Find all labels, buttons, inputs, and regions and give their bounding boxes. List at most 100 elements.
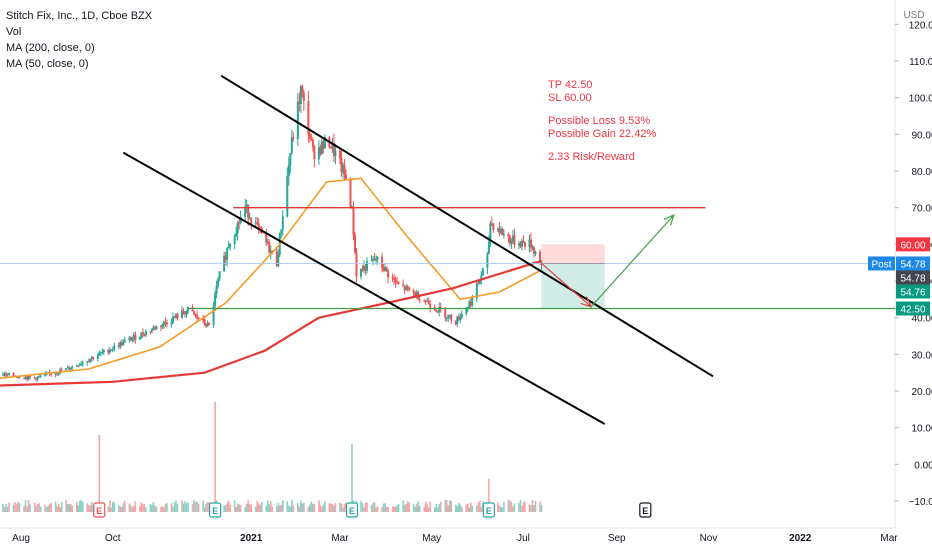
gain-text: Possible Gain 22.42% xyxy=(548,128,657,140)
candle-body xyxy=(275,251,278,267)
post-label: Post xyxy=(871,259,891,270)
volume-bar xyxy=(142,504,144,512)
volume-bar xyxy=(397,503,400,512)
volume-bar xyxy=(145,507,147,512)
candle-body xyxy=(522,240,525,243)
y-tick-label: 120.00 xyxy=(909,20,932,31)
volume-bar xyxy=(351,444,353,512)
legend-title[interactable]: Stitch Fix, Inc., 1D, Cboe BZX xyxy=(6,10,153,22)
volume-bar xyxy=(17,502,19,512)
volume-bar xyxy=(152,501,155,512)
volume-bar xyxy=(497,502,499,512)
volume-bar xyxy=(307,506,310,512)
volume-bar xyxy=(435,504,438,512)
candle-body xyxy=(349,178,352,209)
volume-bar xyxy=(278,505,281,512)
volume-bar xyxy=(530,505,532,512)
price-badge[interactable]: 54.78 xyxy=(896,270,930,285)
volume-bar xyxy=(197,503,200,512)
price-badge[interactable]: 60.00 xyxy=(896,237,930,252)
volume-bar xyxy=(415,504,418,512)
volume-bar xyxy=(23,506,25,512)
volume-bar xyxy=(396,505,398,512)
volume-bar xyxy=(459,504,462,512)
candle-body xyxy=(164,321,167,323)
price-badge[interactable]: 54.76 xyxy=(896,284,930,299)
price-badge-bg xyxy=(896,270,930,285)
volume-bar xyxy=(364,502,367,512)
candle-body xyxy=(480,275,483,280)
volume-bar xyxy=(176,503,179,512)
candle-body xyxy=(529,239,532,248)
volume-bar xyxy=(134,501,137,512)
volume-bar xyxy=(265,505,268,512)
trade-plan-note[interactable]: TP 42.50 SL 60.00 Possible Loss 9.53% Po… xyxy=(548,79,656,164)
price-badge-bg xyxy=(896,301,930,316)
volume-bar xyxy=(113,502,116,512)
candle-body xyxy=(203,319,206,325)
candle-body xyxy=(161,324,164,327)
volume-bar xyxy=(470,502,472,512)
price-badge[interactable]: 42.50 xyxy=(896,301,930,316)
candle-body xyxy=(208,323,211,326)
volume-bar xyxy=(24,500,27,512)
volume-bar xyxy=(229,504,231,512)
legend-ma200[interactable]: MA (200, close, 0) xyxy=(6,42,95,54)
earnings-marker[interactable]: E xyxy=(345,502,359,518)
volume-bar xyxy=(438,504,441,512)
volume-bar xyxy=(387,506,389,512)
volume-bar xyxy=(331,503,334,512)
volume-bar xyxy=(8,502,10,512)
candle-body xyxy=(307,100,310,135)
candle-body xyxy=(496,228,499,231)
volume-bar xyxy=(408,502,410,512)
candle-body xyxy=(384,267,387,272)
volume-bar xyxy=(260,501,263,512)
volume-bar xyxy=(418,505,421,512)
candle-body xyxy=(191,307,194,312)
volume-bar xyxy=(403,504,406,512)
candle-body xyxy=(508,236,511,244)
volume-bar xyxy=(139,506,141,512)
candle-body xyxy=(424,300,427,302)
earnings-icon xyxy=(482,502,495,518)
volume-bar xyxy=(340,503,343,512)
candle-body xyxy=(119,342,122,347)
earnings-marker[interactable]: E xyxy=(639,502,652,518)
price-badge[interactable]: 54.78 Post xyxy=(868,256,930,271)
candle-body xyxy=(364,266,367,271)
volume-bar xyxy=(382,503,385,512)
candle-body xyxy=(436,311,439,313)
candle-body xyxy=(520,240,523,247)
volume-bar xyxy=(163,507,165,512)
volume-bar xyxy=(328,503,331,512)
candle-body xyxy=(363,266,366,271)
volume-bar xyxy=(457,502,460,512)
volume-bar xyxy=(366,502,368,512)
candle-body xyxy=(233,236,236,245)
volume-bar xyxy=(110,507,113,512)
legend-ma50[interactable]: MA (50, close, 0) xyxy=(6,58,89,70)
candle-body xyxy=(2,374,5,376)
volume-bar xyxy=(423,506,425,512)
candle-body xyxy=(334,150,337,157)
candle-body xyxy=(448,314,451,316)
volume-bar xyxy=(510,501,513,512)
candle-body xyxy=(456,316,459,325)
volume-bar xyxy=(343,503,346,512)
candle-body xyxy=(507,234,510,237)
candle-body xyxy=(56,373,59,375)
candle-body xyxy=(412,290,415,293)
volume-bar xyxy=(248,504,251,512)
candle-body xyxy=(170,322,173,325)
volume-bar xyxy=(271,506,274,512)
earnings-marker[interactable]: E xyxy=(93,502,106,518)
candle-body xyxy=(373,258,376,260)
legend-vol[interactable]: Vol xyxy=(6,26,22,38)
candle-body xyxy=(532,247,535,254)
earnings-marker[interactable]: E xyxy=(209,502,222,518)
earnings-marker[interactable]: E xyxy=(482,502,495,518)
volume-bar xyxy=(86,503,89,512)
